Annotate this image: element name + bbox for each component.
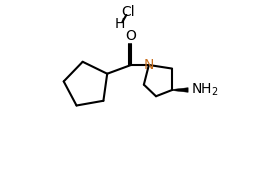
Text: NH$_2$: NH$_2$: [191, 82, 219, 98]
Text: H: H: [115, 17, 125, 31]
Text: O: O: [125, 29, 137, 43]
Polygon shape: [172, 88, 188, 92]
Text: Cl: Cl: [122, 5, 135, 19]
Text: N: N: [144, 58, 154, 72]
